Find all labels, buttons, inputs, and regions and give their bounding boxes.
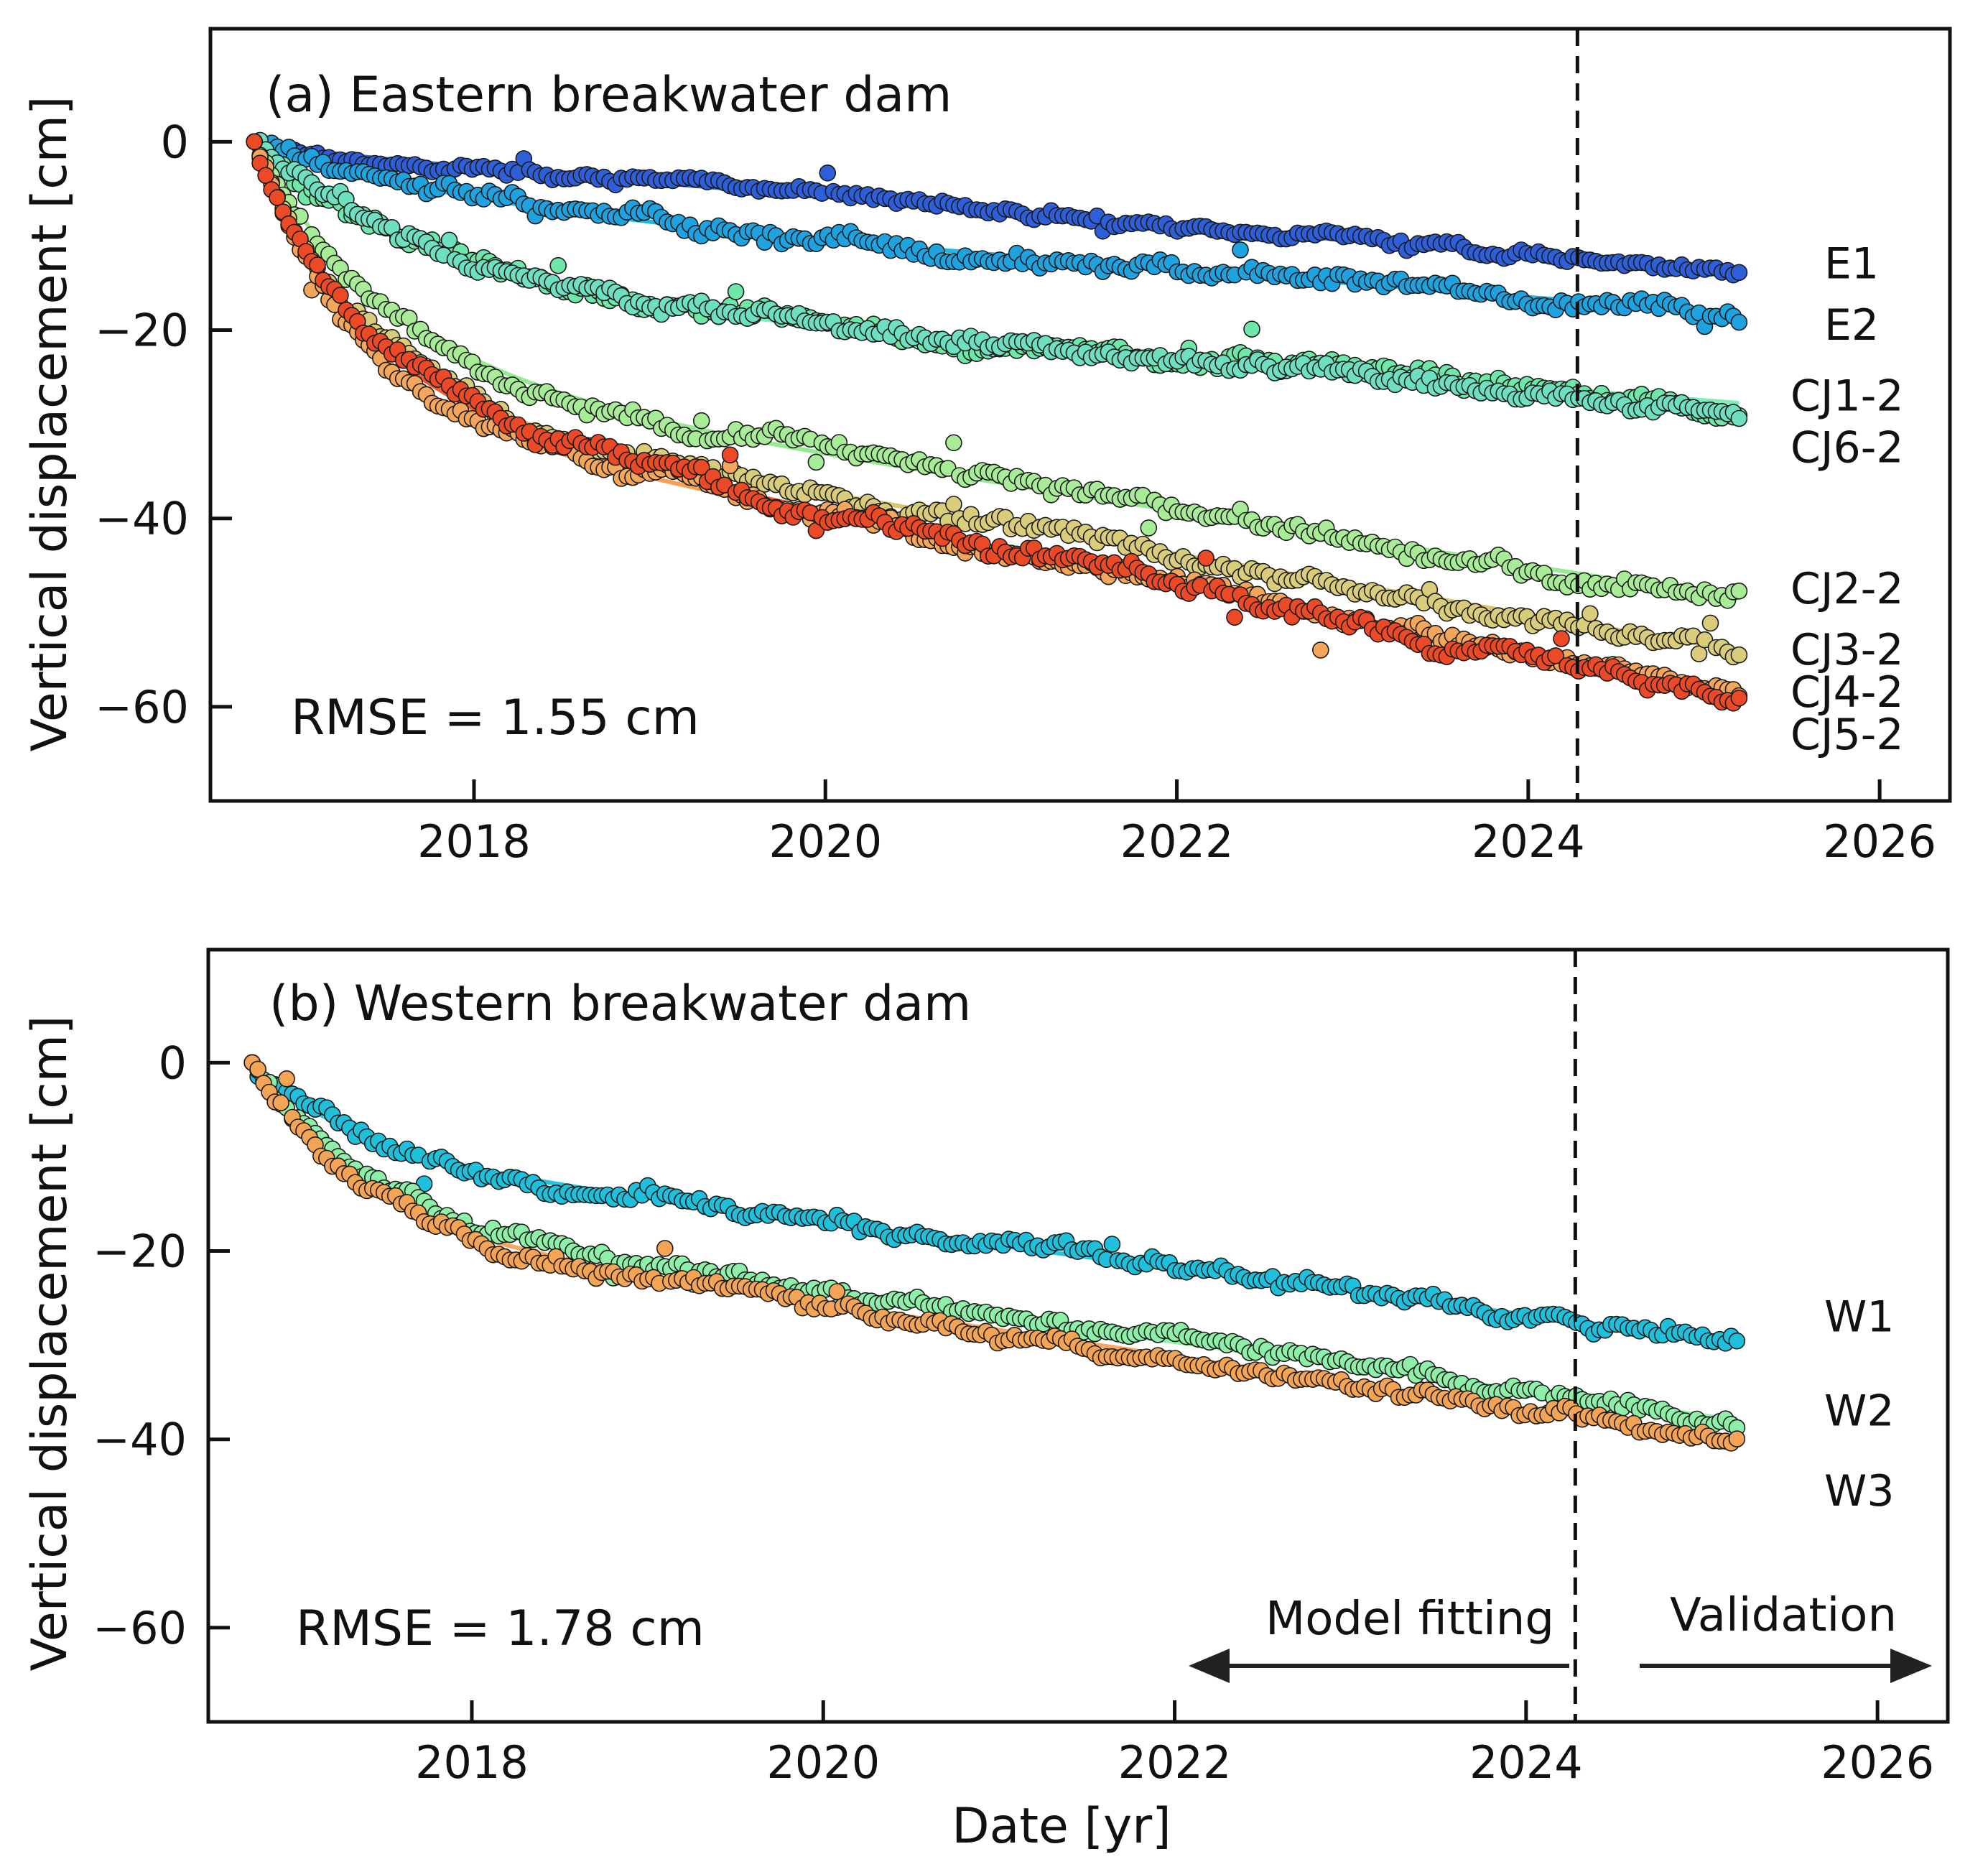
point-e2 <box>1730 313 1748 331</box>
panel-western: 2018 2020 2022 2024 2026 0 −20 −40 −60 (b) Weste… <box>22 947 1950 1789</box>
point-w3 <box>1728 1430 1746 1447</box>
point-cj3-2 <box>1690 645 1708 663</box>
point-cj2-2 <box>1140 519 1158 537</box>
x-tick-label: 2024 <box>1469 1736 1583 1789</box>
point-cj2-2 <box>1730 582 1748 600</box>
series-label-w2: W2 <box>1824 1386 1895 1436</box>
point-w1 <box>1728 1332 1746 1350</box>
point-cj4-2 <box>1312 641 1329 659</box>
panel-a-rmse: RMSE = 1.55 cm <box>291 690 700 746</box>
point-w3 <box>278 1070 295 1088</box>
fit-line-w1 <box>250 1060 1737 1345</box>
x-tick-label: 2020 <box>768 815 882 868</box>
x-tick-label: 2024 <box>1472 815 1585 868</box>
point-cj5-2 <box>1730 689 1748 707</box>
x-tick-label: 2026 <box>1823 815 1936 868</box>
panel-b-series-labels: W1 W2 W3 <box>1824 1292 1895 1516</box>
point-cj5-2 <box>1553 630 1570 647</box>
point-cj1-2 <box>1243 320 1260 338</box>
point-cj5-2 <box>692 458 710 476</box>
point-w3 <box>656 1240 674 1257</box>
point-cj3-2 <box>945 496 962 513</box>
point-cj5-2 <box>269 189 286 206</box>
panel-a-points <box>246 131 1748 712</box>
panel-b-title: (b) Western breakwater dam <box>269 976 971 1032</box>
y-tick-label: −60 <box>93 1602 187 1654</box>
panel-a-title: (a) Eastern breakwater dam <box>266 67 952 124</box>
point-cj3-2 <box>1701 614 1719 632</box>
x-axis-label: Date [yr] <box>952 1798 1171 1855</box>
y-tick-label: 0 <box>161 116 189 168</box>
point-w3 <box>249 1060 266 1078</box>
point-cj5-2 <box>257 167 274 185</box>
panel-a-frame <box>208 27 1952 803</box>
y-tick-label: −40 <box>95 493 189 545</box>
x-tick-label: 2022 <box>1118 1736 1232 1789</box>
y-tick-label: 0 <box>159 1037 187 1089</box>
point-cj5-2 <box>1197 550 1214 567</box>
validation-label: Validation <box>1670 1589 1897 1642</box>
panel-b-points <box>243 1054 1746 1452</box>
point-cj5-2 <box>309 256 326 274</box>
point-w1 <box>1103 1236 1121 1253</box>
validation-arrowhead <box>1890 1649 1932 1683</box>
series-label-e1: E1 <box>1824 239 1879 289</box>
point-e1 <box>819 165 837 182</box>
series-label-w3: W3 <box>1824 1466 1895 1516</box>
point-e1 <box>1730 264 1748 282</box>
point-cj5-2 <box>1547 647 1564 664</box>
point-e2 <box>1232 241 1249 259</box>
point-cj1-2 <box>727 283 745 300</box>
series-label-w1: W1 <box>1824 1292 1895 1342</box>
x-tick-label: 2018 <box>415 1736 529 1789</box>
panel-b-axes: 2018 2020 2022 2024 2026 0 −20 −40 −60 <box>93 1037 1934 1789</box>
panel-a-axes: 2018 2020 2022 2024 2026 0 −20 −40 −60 <box>95 116 1936 868</box>
point-cj5-2 <box>1226 608 1243 626</box>
point-cj3-2 <box>1581 605 1599 623</box>
series-label-e2: E2 <box>1824 300 1879 351</box>
point-cj5-2 <box>246 133 264 151</box>
series-label-cj4-2: CJ4-2 <box>1790 667 1904 718</box>
point-cj2-2 <box>807 453 825 471</box>
y-tick-label: −20 <box>93 1225 187 1278</box>
panel-eastern: 2018 2020 2022 2024 2026 0 −20 −40 −60 (a) Easte… <box>22 27 1952 868</box>
point-cj6-2 <box>1730 409 1748 427</box>
series-label-cj5-2: CJ5-2 <box>1790 710 1904 760</box>
x-tick-label: 2026 <box>1821 1736 1934 1789</box>
model-fitting-label: Model fitting <box>1265 1593 1554 1646</box>
point-cj2-2 <box>945 434 962 452</box>
point-w3 <box>828 1283 846 1300</box>
x-tick-label: 2018 <box>417 815 531 868</box>
panel-b-ylabel: Vertical displacement [cm] <box>22 1016 78 1672</box>
series-label-cj1-2: CJ1-2 <box>1790 371 1904 421</box>
panel-b-rmse: RMSE = 1.78 cm <box>296 1600 705 1657</box>
point-cj2-2 <box>692 412 710 430</box>
series-label-cj3-2: CJ3-2 <box>1790 625 1904 675</box>
x-tick-label: 2020 <box>766 1736 880 1789</box>
point-cj1-2 <box>549 256 567 274</box>
y-tick-label: −60 <box>95 681 189 733</box>
panel-b-frame <box>206 947 1950 1724</box>
series-label-cj2-2: CJ2-2 <box>1790 564 1904 614</box>
panel-a-ylabel: Vertical displacement [cm] <box>22 96 78 752</box>
point-w3 <box>272 1094 289 1111</box>
point-cj6-2 <box>440 231 458 249</box>
series-label-cj6-2: CJ6-2 <box>1790 422 1904 473</box>
y-tick-label: −40 <box>93 1414 187 1466</box>
y-tick-label: −20 <box>95 305 189 357</box>
point-cj5-2 <box>721 446 739 464</box>
point-cj5-2 <box>332 287 349 304</box>
model-fitting-arrowhead <box>1189 1649 1230 1683</box>
x-tick-label: 2022 <box>1120 815 1234 868</box>
point-cj3-2 <box>1730 646 1748 664</box>
